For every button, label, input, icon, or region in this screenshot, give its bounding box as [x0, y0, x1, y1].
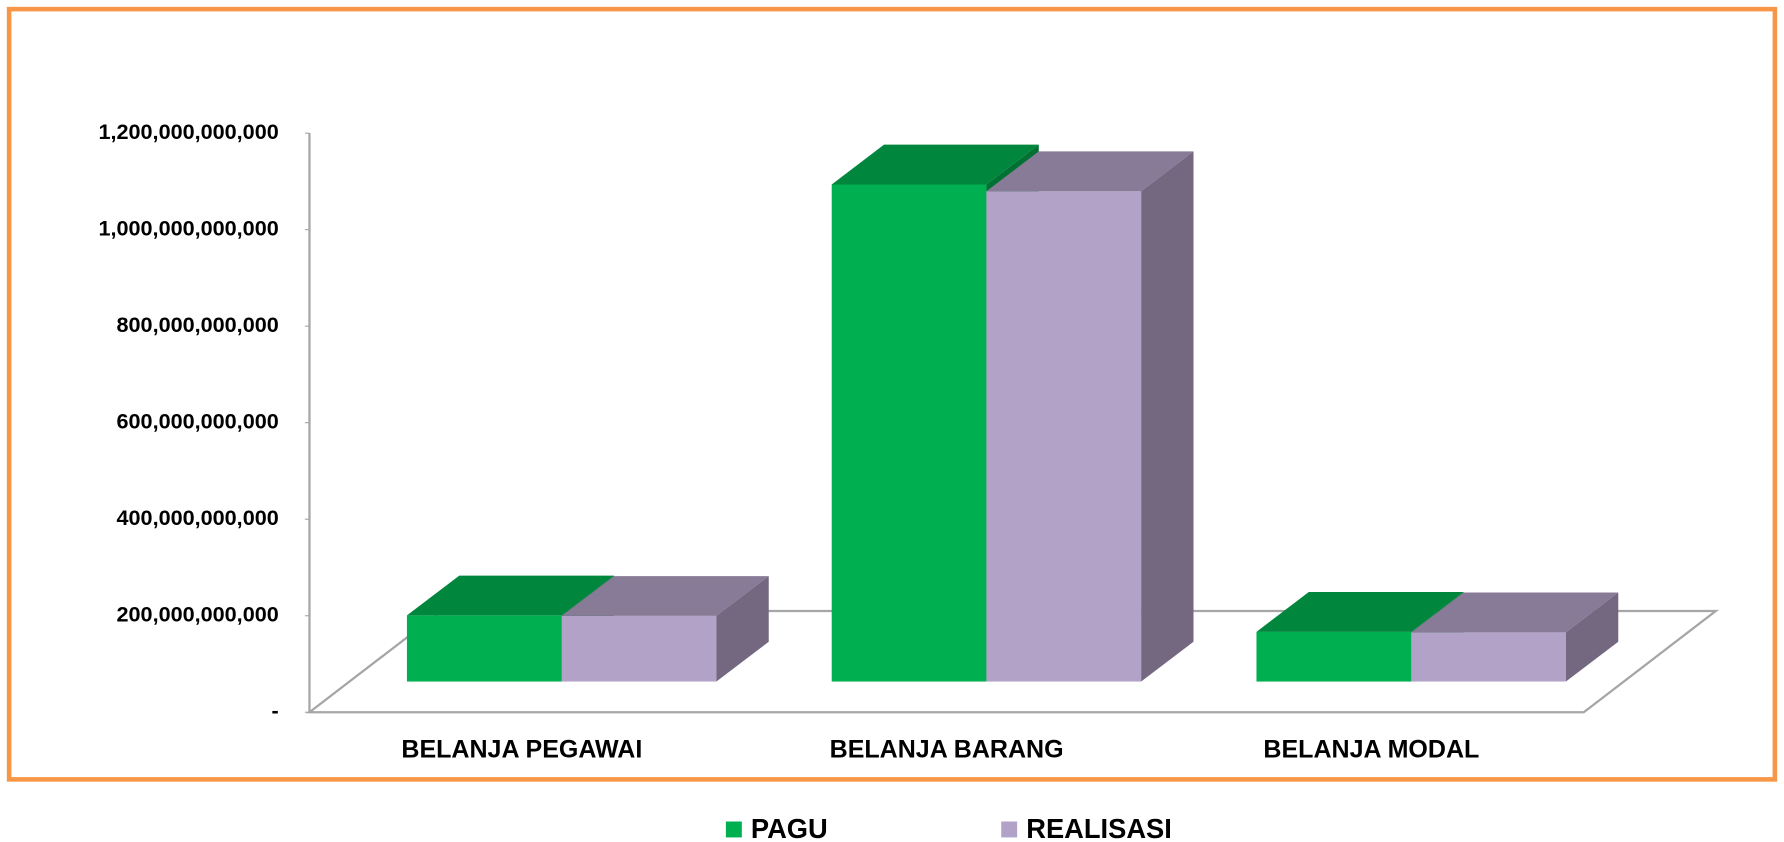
bar	[561, 576, 769, 682]
y-tick-label: 1,000,000,000,000	[98, 215, 278, 240]
y-tick-label: 800,000,000,000	[117, 312, 279, 337]
bar-top	[1256, 592, 1464, 632]
legend-swatch	[725, 821, 742, 838]
bar-top	[561, 576, 769, 616]
y-tick-label: 400,000,000,000	[117, 505, 279, 530]
legend-label: REALISASI	[1026, 813, 1172, 842]
bar-front	[1256, 631, 1412, 682]
bar-side	[1565, 592, 1619, 682]
y-tick-label: 1,200,000,000,000	[98, 119, 278, 144]
legend-label: PAGU	[751, 813, 828, 842]
bar-front	[561, 615, 717, 682]
bar-front	[1411, 632, 1566, 682]
y-tick-label: 200,000,000,000	[117, 601, 279, 626]
x-tick-label: BELANJA MODAL	[1263, 736, 1479, 764]
bar-top	[831, 144, 1039, 185]
bar	[986, 151, 1194, 682]
chart-border	[6, 6, 1778, 782]
bar	[1411, 592, 1619, 682]
x-tick-label: BELANJA BARANG	[830, 736, 1064, 764]
y-tick-label: 600,000,000,000	[117, 408, 279, 433]
bar-top	[406, 575, 615, 616]
bar-top	[986, 151, 1194, 192]
x-tick-label: BELANJA PEGAWAI	[401, 736, 642, 764]
y-tick-label: -	[272, 698, 279, 723]
bar-top	[1411, 592, 1619, 633]
floor	[306, 609, 1720, 714]
bar-side	[1141, 151, 1194, 682]
bar-front	[406, 615, 562, 682]
bar-front	[986, 191, 1142, 682]
bar-front	[831, 184, 987, 682]
legend-swatch	[1001, 821, 1018, 838]
bar	[406, 575, 615, 682]
bar-side	[716, 576, 769, 682]
